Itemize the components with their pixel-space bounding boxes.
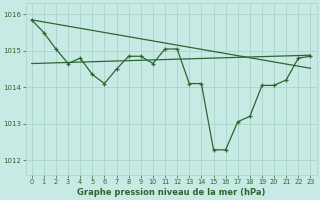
X-axis label: Graphe pression niveau de la mer (hPa): Graphe pression niveau de la mer (hPa) — [77, 188, 265, 197]
